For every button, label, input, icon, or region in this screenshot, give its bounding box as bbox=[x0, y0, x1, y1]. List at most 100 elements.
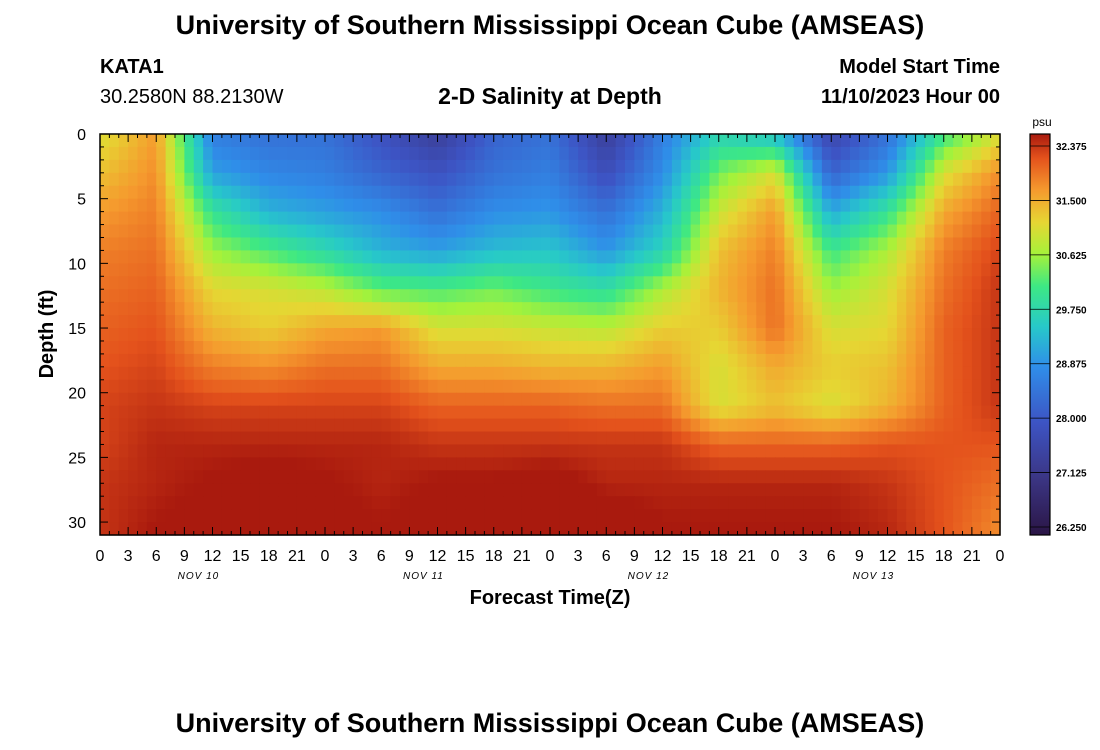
heatmap-cell bbox=[540, 340, 551, 355]
heatmap-cell bbox=[212, 159, 223, 174]
heatmap-cell bbox=[915, 366, 926, 381]
heatmap-cell bbox=[887, 302, 898, 316]
heatmap-cell bbox=[296, 457, 307, 471]
heatmap-cell bbox=[990, 470, 1001, 484]
heatmap-cell bbox=[156, 379, 167, 394]
heatmap-cell bbox=[887, 237, 898, 252]
heatmap-cell bbox=[493, 250, 504, 264]
heatmap-cell bbox=[671, 366, 682, 381]
heatmap-cell bbox=[109, 405, 120, 420]
heatmap-cell bbox=[878, 366, 889, 381]
heatmap-cell bbox=[212, 224, 223, 239]
heatmap-cell bbox=[643, 431, 654, 446]
heatmap-cell bbox=[137, 457, 148, 471]
heatmap-cell bbox=[550, 366, 560, 381]
heatmap-cell bbox=[437, 315, 448, 329]
heatmap-cell bbox=[709, 496, 720, 510]
heatmap-cell bbox=[737, 250, 748, 264]
heatmap-cell bbox=[812, 276, 823, 290]
heatmap-cell bbox=[578, 366, 589, 381]
heatmap-cell bbox=[934, 159, 945, 174]
heatmap-cell bbox=[212, 302, 223, 316]
heatmap-cell bbox=[137, 237, 148, 252]
heatmap-cell bbox=[343, 263, 354, 277]
heatmap-cell bbox=[493, 457, 504, 471]
heatmap-cell bbox=[868, 328, 879, 342]
heatmap-cell bbox=[343, 431, 354, 446]
x-tick-label: 6 bbox=[152, 548, 161, 565]
heatmap-cell bbox=[250, 366, 260, 381]
heatmap-cell bbox=[606, 134, 617, 148]
heatmap-cell bbox=[493, 483, 504, 497]
heatmap-cell bbox=[915, 418, 926, 433]
heatmap-cell bbox=[353, 134, 364, 148]
heatmap-cell bbox=[418, 146, 429, 161]
heatmap-cell bbox=[296, 146, 307, 161]
heatmap-cell bbox=[765, 263, 776, 277]
heatmap-cell bbox=[390, 315, 401, 329]
heatmap-cell bbox=[156, 289, 167, 303]
heatmap-cell bbox=[850, 302, 860, 316]
heatmap-cell bbox=[925, 431, 935, 446]
x-tick-label: 9 bbox=[855, 548, 864, 565]
heatmap-cell bbox=[109, 237, 120, 252]
heatmap-cell bbox=[503, 237, 514, 252]
heatmap-cell bbox=[859, 198, 870, 213]
heatmap-cell bbox=[981, 263, 992, 277]
heatmap-cell bbox=[971, 483, 982, 497]
heatmap-cell bbox=[437, 276, 448, 290]
heatmap-cell bbox=[559, 198, 570, 213]
heatmap-cell bbox=[137, 340, 148, 355]
heatmap-cell bbox=[503, 470, 514, 484]
heatmap-cell bbox=[943, 509, 954, 523]
heatmap-cell bbox=[362, 470, 373, 484]
heatmap-cell bbox=[625, 172, 635, 187]
heatmap-cell bbox=[831, 172, 842, 187]
heatmap-cell bbox=[681, 237, 692, 252]
heatmap-cell bbox=[100, 237, 110, 252]
heatmap-cell bbox=[212, 146, 223, 161]
heatmap-cell bbox=[718, 431, 729, 446]
heatmap-cell bbox=[531, 340, 542, 355]
x-tick-label: 15 bbox=[457, 548, 475, 565]
heatmap-cell bbox=[643, 185, 654, 200]
heatmap-cell bbox=[212, 185, 223, 200]
heatmap-cell bbox=[268, 315, 279, 329]
heatmap-cell bbox=[878, 431, 889, 446]
heatmap-cell bbox=[625, 237, 635, 252]
heatmap-cell bbox=[296, 211, 307, 226]
heatmap-cell bbox=[887, 418, 898, 433]
heatmap-cell bbox=[418, 457, 429, 471]
heatmap-cell bbox=[203, 146, 214, 161]
heatmap-cell bbox=[662, 211, 673, 226]
heatmap-cell bbox=[503, 496, 514, 510]
heatmap-cell bbox=[728, 366, 739, 381]
heatmap-cell bbox=[709, 328, 720, 342]
heatmap-cell bbox=[156, 224, 167, 239]
heatmap-cell bbox=[118, 392, 129, 407]
heatmap-cell bbox=[896, 431, 907, 446]
heatmap-cell bbox=[400, 392, 410, 407]
heatmap-cell bbox=[296, 315, 307, 329]
x-tick-label: 12 bbox=[429, 548, 447, 565]
heatmap-cell bbox=[625, 353, 635, 368]
heatmap-cell bbox=[400, 405, 410, 420]
heatmap-cell bbox=[906, 237, 917, 252]
heatmap-cell bbox=[343, 185, 354, 200]
heatmap-cell bbox=[671, 431, 682, 446]
heatmap-cell bbox=[156, 276, 167, 290]
heatmap-cell bbox=[484, 302, 495, 316]
heatmap-cell bbox=[615, 405, 626, 420]
heatmap-cell bbox=[737, 289, 748, 303]
heatmap-cell bbox=[803, 457, 814, 471]
heatmap-cell bbox=[371, 198, 382, 213]
heatmap-cell bbox=[353, 224, 364, 239]
heatmap-cell bbox=[118, 159, 129, 174]
heatmap-cell bbox=[625, 470, 635, 484]
x-tick-label: 18 bbox=[260, 548, 278, 565]
heatmap-cell bbox=[596, 483, 607, 497]
heatmap-cell bbox=[128, 470, 139, 484]
heatmap-cell bbox=[465, 185, 476, 200]
heatmap-cell bbox=[878, 418, 889, 433]
heatmap-cell bbox=[240, 470, 251, 484]
